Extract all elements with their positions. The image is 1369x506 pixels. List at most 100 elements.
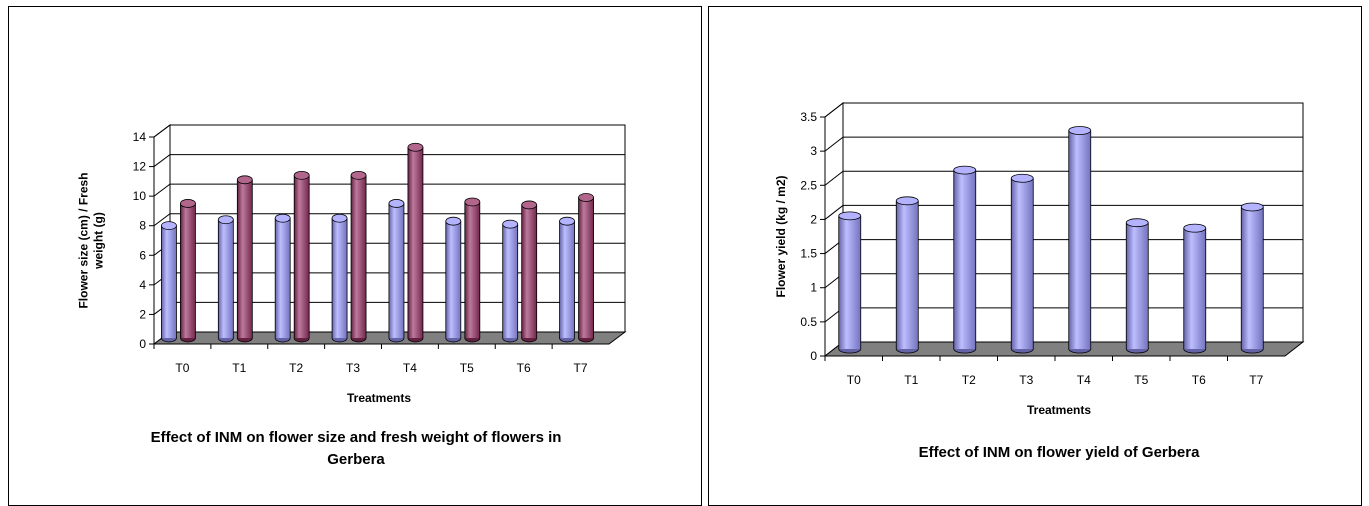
bar-body — [218, 219, 234, 338]
bar-top — [407, 142, 424, 152]
bar-T5-series1 — [445, 216, 462, 343]
bar-T2-series1 — [274, 213, 291, 343]
bar-T4-series2 — [407, 142, 424, 343]
bar-body — [502, 224, 518, 338]
x-axis-title: Treatments — [347, 391, 411, 405]
y-axis-title-line: Flower yield (kg / m2) — [774, 175, 788, 297]
bar-T1-series1 — [217, 215, 234, 343]
y-tick-label: 8 — [139, 219, 146, 233]
y-tick-label: 14 — [133, 130, 147, 144]
x-tick-label: T2 — [289, 361, 303, 375]
bar-T7-series2 — [578, 193, 594, 343]
y-tick-label: 2 — [139, 307, 146, 321]
x-tick-label: T0 — [847, 373, 861, 387]
chart-flower-yield: 0 0.5 1 1.5 2 2.5 3 3.5 T0 T1 T2 T3 T4 T5 T6 T7 Treatmen… — [774, 101, 1305, 417]
bar-T7-series1 — [559, 216, 575, 343]
bar-body — [388, 203, 404, 338]
y-tick-label: 1 — [810, 281, 817, 295]
bar-body — [237, 179, 253, 338]
bar-T6-series2 — [521, 200, 538, 343]
gridline — [153, 124, 625, 138]
bar-top — [161, 221, 177, 231]
bar-body — [953, 170, 976, 349]
y-tick-label: 6 — [139, 248, 146, 262]
bar-top — [445, 216, 462, 226]
bar-body — [351, 175, 367, 338]
bar-body — [1126, 222, 1149, 349]
bar-top — [388, 199, 405, 208]
bar-body — [521, 204, 537, 338]
y-tick-label: 12 — [133, 160, 147, 174]
bar-top — [236, 175, 253, 185]
bar-top — [293, 170, 310, 180]
gridline — [824, 170, 1303, 186]
bar-top — [559, 216, 575, 226]
bar-body — [838, 215, 861, 349]
bar-top — [895, 196, 919, 206]
x-tick-label: T1 — [232, 361, 246, 375]
bar-top — [521, 200, 538, 210]
bar-body — [559, 221, 575, 338]
y-tick-label: 3.5 — [800, 110, 817, 124]
gridline — [824, 102, 1303, 118]
chart-caption: Effect of INM on flower yield of Gerbera — [709, 442, 1369, 464]
bar-body — [275, 218, 291, 338]
bar-T1-series1 — [895, 196, 919, 354]
gridline — [824, 204, 1303, 220]
bar-body — [1183, 228, 1206, 349]
bar-T4-series1 — [388, 199, 405, 343]
y-axis-title-line: weight (g) — [92, 212, 106, 270]
bar-body — [294, 175, 310, 338]
bar-top — [1183, 223, 1207, 233]
bar-body — [578, 197, 594, 338]
y-tick-label: 2.5 — [800, 178, 817, 192]
bar-T6-series1 — [502, 219, 519, 343]
bar-T0-series2 — [180, 199, 196, 343]
x-tick-label: T3 — [346, 361, 360, 375]
bar-T5-series1 — [1125, 218, 1149, 354]
chart-caption: Effect of INM on flower size and fresh w… — [29, 427, 683, 471]
chart-flower-size-weight: 0 2 4 6 8 10 12 14 T0 T1 T2 T3 T4 T5 T6 T7 Treatments Flo… — [77, 124, 627, 405]
bar-body — [1011, 178, 1034, 349]
bar-T6-series1 — [1183, 223, 1207, 354]
bar-top — [1068, 126, 1092, 135]
bar-top — [464, 197, 481, 207]
bar-top — [1240, 202, 1264, 212]
bar-top — [331, 213, 348, 223]
y-tick-label: 0 — [810, 349, 817, 363]
gridline — [153, 183, 625, 197]
x-tick-label: T4 — [1077, 373, 1091, 387]
x-tick-label: T1 — [904, 373, 918, 387]
bar-T0-series1 — [161, 221, 177, 343]
y-tick-label: 3 — [810, 144, 817, 158]
bar-top — [217, 215, 234, 225]
bar-T5-series2 — [464, 197, 481, 343]
bar-T4-series1 — [1068, 126, 1092, 354]
x-tick-label: T7 — [574, 361, 588, 375]
bar-top — [502, 219, 519, 229]
x-tick-label: T2 — [962, 373, 976, 387]
caption-line-1: Effect of INM on flower yield of Gerbera — [918, 444, 1200, 461]
bar-body — [332, 218, 348, 338]
bar-top — [838, 211, 862, 221]
bar-T3-series1 — [1010, 173, 1034, 354]
bar-top — [1125, 218, 1149, 228]
bar-body — [180, 203, 196, 338]
bar-body — [464, 201, 480, 338]
bar-T3-series2 — [350, 170, 367, 343]
bar-body — [445, 221, 461, 338]
x-tick-label: T5 — [1134, 373, 1148, 387]
x-tick-label: T0 — [175, 361, 189, 375]
bar-body — [1241, 206, 1264, 349]
bar-T3-series1 — [331, 213, 348, 343]
x-tick-label: T5 — [460, 361, 474, 375]
bar-top — [953, 165, 977, 175]
bar-top — [1010, 173, 1034, 183]
bar-top — [180, 199, 196, 208]
bar-T0-series1 — [838, 211, 862, 354]
caption-line-2: Gerbera — [327, 451, 385, 468]
x-tick-label: T4 — [403, 361, 417, 375]
bar-body — [407, 147, 423, 338]
bar-top — [274, 213, 291, 223]
bar-top — [578, 193, 594, 202]
